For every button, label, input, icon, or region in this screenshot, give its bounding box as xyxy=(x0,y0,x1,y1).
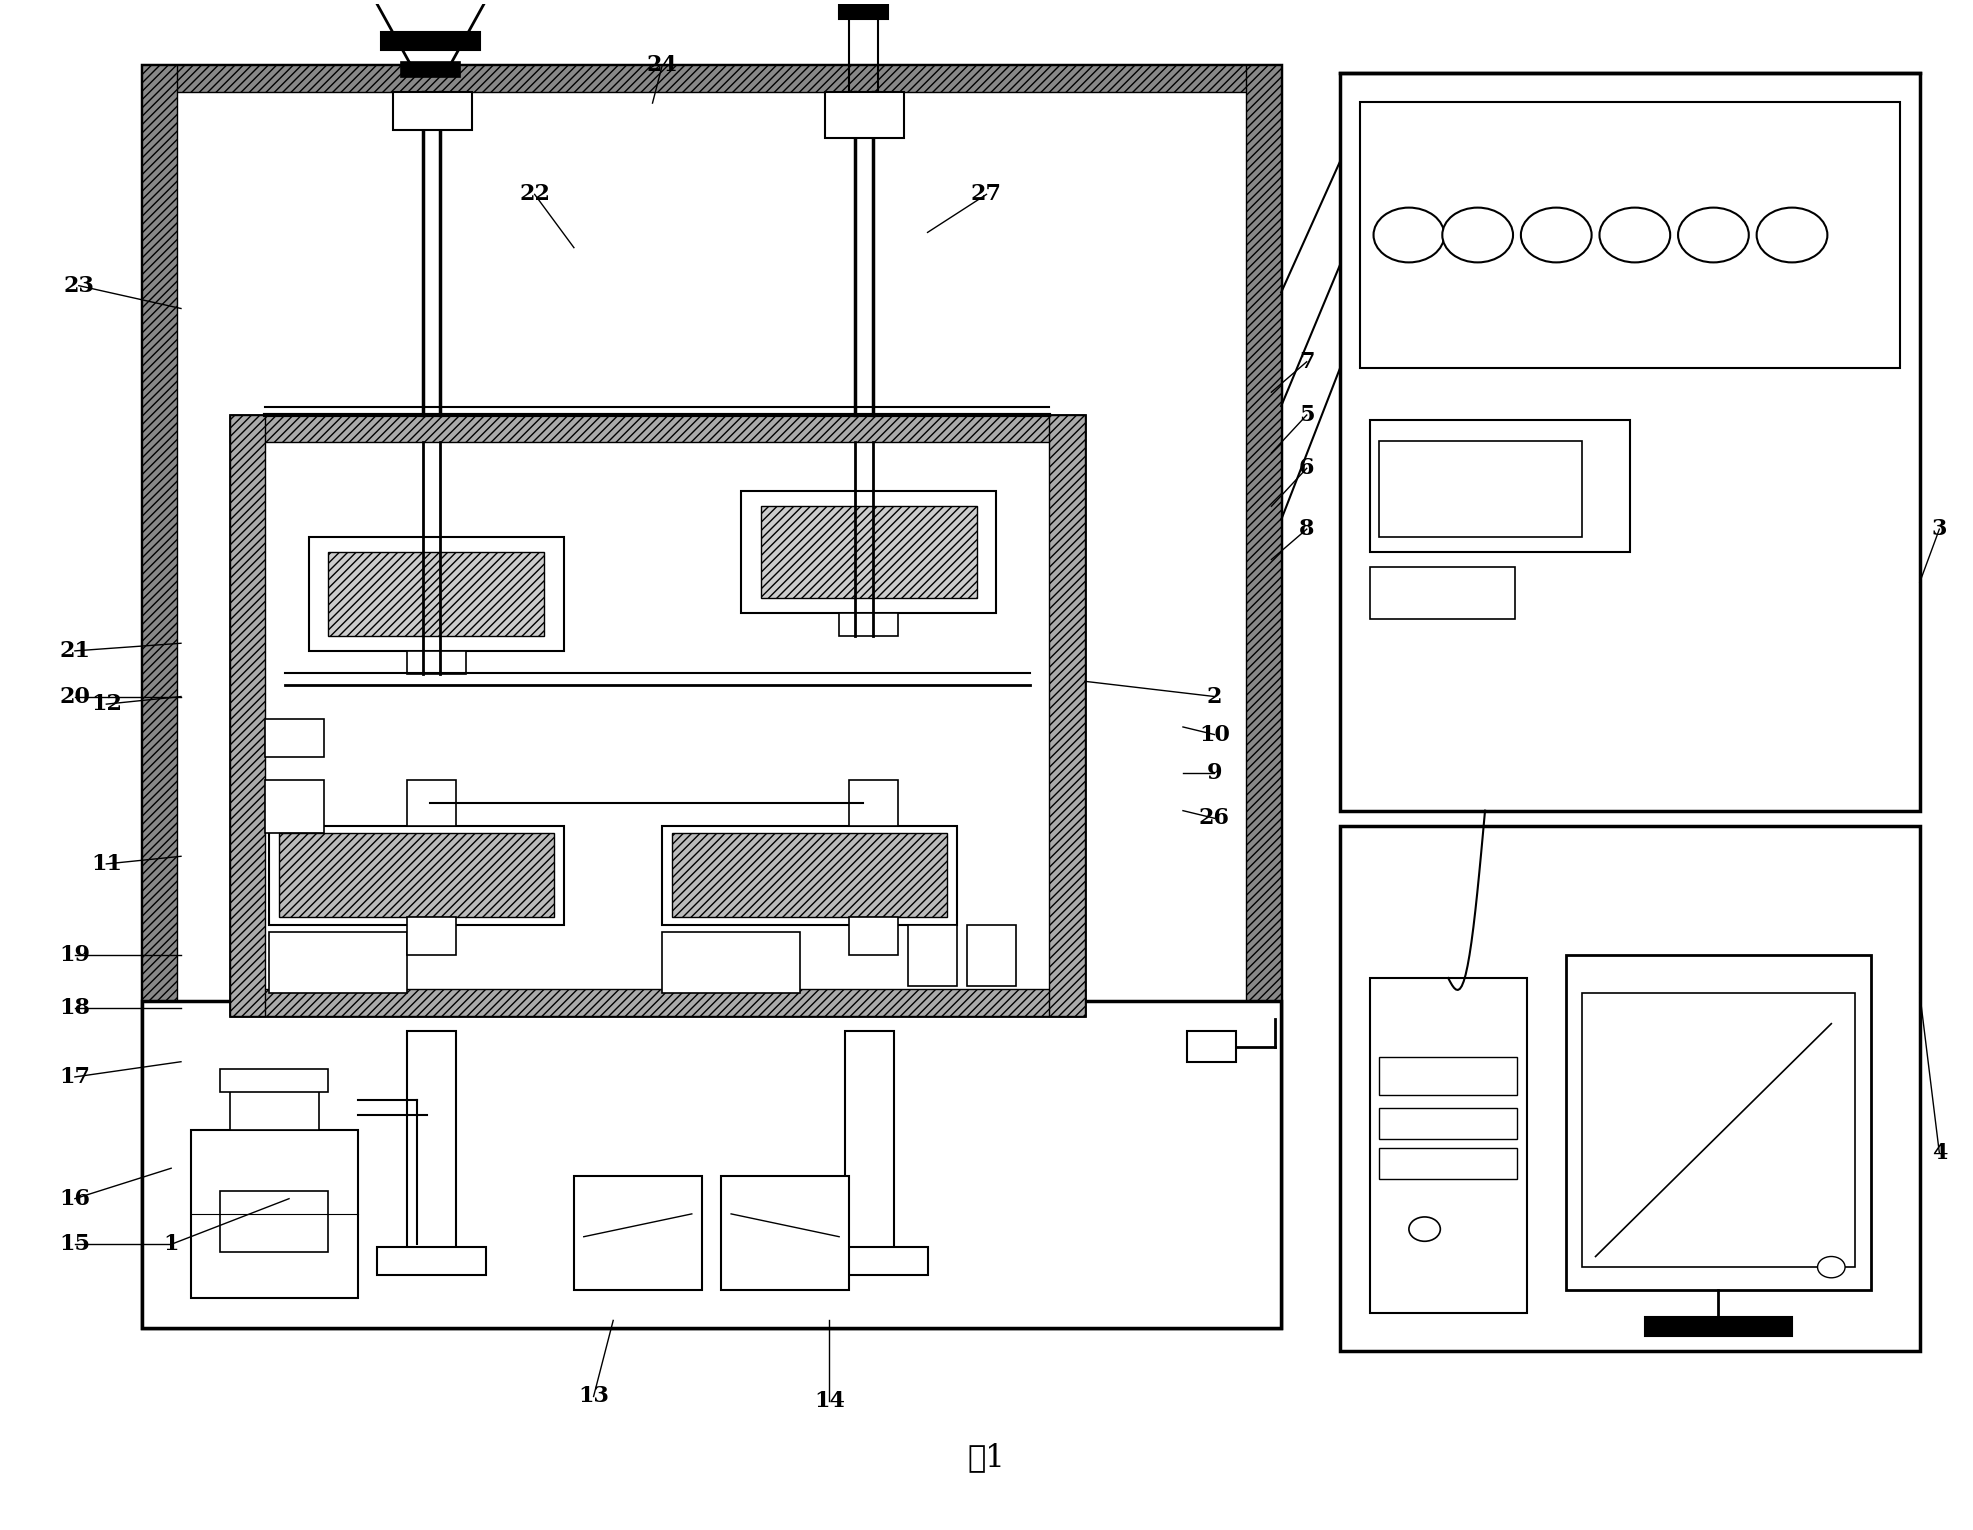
Bar xyxy=(1567,955,1870,1290)
Bar xyxy=(839,614,898,635)
Text: 22: 22 xyxy=(519,184,550,205)
Bar xyxy=(663,932,799,993)
Bar xyxy=(266,780,324,834)
Bar xyxy=(742,491,996,614)
Text: 15: 15 xyxy=(59,1233,91,1255)
Bar xyxy=(231,415,266,1016)
Text: 11: 11 xyxy=(91,852,122,875)
Text: 4: 4 xyxy=(1932,1141,1947,1164)
Bar xyxy=(663,826,957,924)
Bar xyxy=(839,0,888,20)
Text: 12: 12 xyxy=(91,693,122,715)
Bar xyxy=(1379,1057,1517,1095)
Bar xyxy=(270,932,406,993)
Bar xyxy=(266,719,324,757)
Bar xyxy=(142,1300,1280,1328)
Bar xyxy=(848,780,898,826)
Text: 24: 24 xyxy=(647,54,679,76)
Circle shape xyxy=(1600,208,1671,262)
Text: 17: 17 xyxy=(59,1066,91,1088)
Bar xyxy=(1582,993,1855,1267)
Bar xyxy=(1340,826,1920,1351)
Bar xyxy=(231,415,1085,442)
Text: 27: 27 xyxy=(971,184,1002,205)
Circle shape xyxy=(1817,1256,1845,1278)
Bar xyxy=(377,1247,485,1274)
Bar xyxy=(328,552,545,635)
Bar xyxy=(280,834,554,916)
Circle shape xyxy=(1679,208,1748,262)
Bar xyxy=(308,537,564,650)
Bar xyxy=(221,1190,328,1252)
Bar xyxy=(231,1085,318,1131)
Text: 18: 18 xyxy=(59,998,91,1019)
Bar xyxy=(270,826,564,924)
Bar xyxy=(406,780,456,826)
Text: 26: 26 xyxy=(1200,808,1229,829)
Bar xyxy=(1379,1149,1517,1180)
Bar xyxy=(191,1131,357,1297)
Text: 16: 16 xyxy=(59,1187,91,1210)
Text: 6: 6 xyxy=(1298,457,1314,479)
Text: 5: 5 xyxy=(1298,404,1314,425)
Text: 1: 1 xyxy=(164,1233,180,1255)
Bar xyxy=(1645,1317,1791,1336)
Circle shape xyxy=(1409,1216,1440,1241)
Bar xyxy=(825,92,904,138)
Text: 9: 9 xyxy=(1207,762,1221,783)
Bar xyxy=(574,1177,702,1290)
Bar xyxy=(1369,419,1630,552)
Circle shape xyxy=(1756,208,1827,262)
Text: 图1: 图1 xyxy=(967,1441,1006,1473)
Bar xyxy=(1340,72,1920,811)
Bar xyxy=(231,988,1085,1016)
Bar xyxy=(1245,66,1280,1328)
Bar xyxy=(967,924,1016,985)
Bar xyxy=(722,1177,848,1290)
Bar xyxy=(231,415,1085,1016)
Text: 20: 20 xyxy=(59,685,91,707)
Text: 3: 3 xyxy=(1932,519,1947,540)
Bar xyxy=(142,66,1280,1328)
Circle shape xyxy=(1442,208,1513,262)
Bar xyxy=(1379,1108,1517,1138)
Bar xyxy=(1369,568,1515,618)
Bar xyxy=(760,506,977,598)
Bar xyxy=(1379,441,1582,537)
Circle shape xyxy=(1373,208,1444,262)
Circle shape xyxy=(1521,208,1592,262)
Bar xyxy=(393,92,472,130)
Text: 21: 21 xyxy=(59,640,91,662)
Bar xyxy=(1188,1031,1235,1062)
Text: 8: 8 xyxy=(1298,519,1314,540)
Text: 14: 14 xyxy=(815,1391,844,1412)
Text: 13: 13 xyxy=(578,1386,610,1408)
Bar xyxy=(142,66,1280,92)
Bar xyxy=(1050,415,1085,1016)
Bar xyxy=(673,834,947,916)
Bar xyxy=(406,1031,456,1252)
Text: 23: 23 xyxy=(63,275,95,297)
Bar xyxy=(406,916,456,955)
Text: 10: 10 xyxy=(1200,724,1229,745)
Bar xyxy=(142,1001,1280,1328)
Bar xyxy=(401,63,460,76)
Bar xyxy=(844,1031,894,1252)
Bar xyxy=(908,924,957,985)
Text: 7: 7 xyxy=(1298,350,1314,373)
Bar xyxy=(819,1247,927,1274)
Bar xyxy=(1369,978,1527,1313)
Bar xyxy=(406,650,466,673)
Bar xyxy=(848,916,898,955)
Bar xyxy=(381,32,479,50)
Bar xyxy=(221,1069,328,1092)
Text: 19: 19 xyxy=(59,944,91,967)
Text: 2: 2 xyxy=(1207,685,1221,707)
Bar xyxy=(142,66,178,1328)
Bar xyxy=(1359,103,1900,367)
